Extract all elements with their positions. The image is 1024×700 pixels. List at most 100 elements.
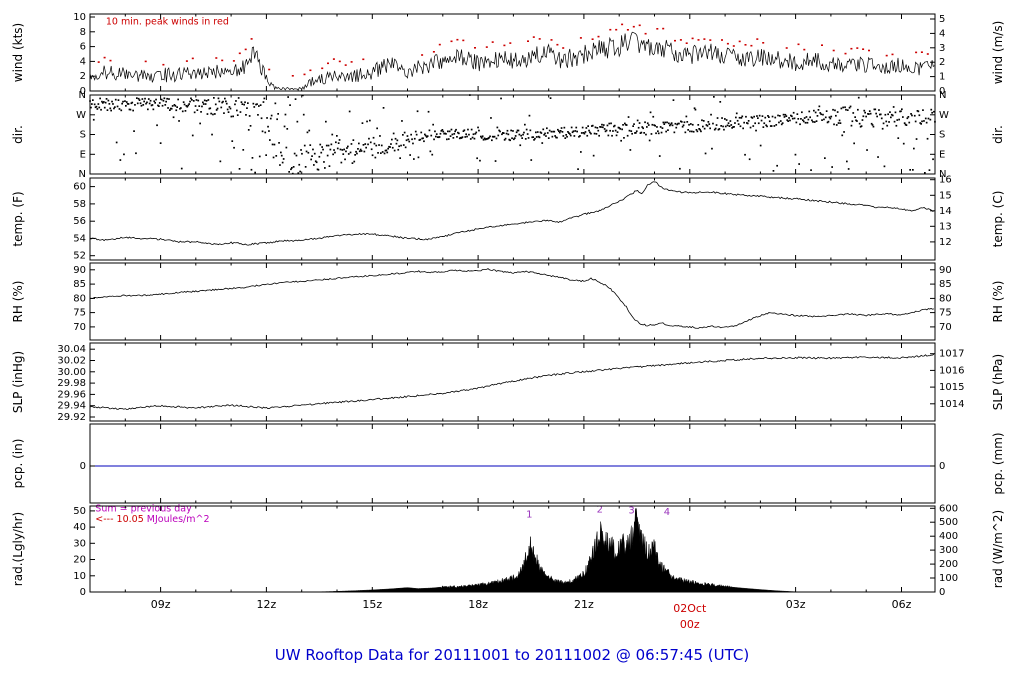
axis-label-right-rad: rad (W/m^2) <box>991 510 1005 588</box>
rad-ytick-right: 500 <box>939 517 958 528</box>
dir-ytick-right: S <box>939 130 945 141</box>
axis-label-right-wind: wind (m/s) <box>991 21 1005 85</box>
dir-ytick-right: N <box>939 90 946 101</box>
radiation-event-marker-2: 2 <box>597 505 603 516</box>
slp-ytick-left: 29.96 <box>57 389 86 400</box>
x-axis-labels: 09z 12z 15z 18z 21z 02Oct 00z 03z 06z <box>151 598 912 631</box>
axis-label-right-temp: temp. (C) <box>991 191 1005 248</box>
rh-ytick-left: 75 <box>73 308 86 319</box>
temp-ytick-left: 54 <box>73 233 86 244</box>
rad-ytick-left: 0 <box>80 587 86 598</box>
rh-ytick-right: 70 <box>939 322 952 333</box>
slp-ytick-left: 29.94 <box>57 401 86 412</box>
temp-ytick-right: 15 <box>939 190 952 201</box>
panel-rh-background <box>90 263 935 340</box>
slp-ytick-left: 29.98 <box>57 378 86 389</box>
slp-ytick-right: 1016 <box>939 365 964 376</box>
dir-data-series <box>89 94 936 175</box>
wind-ytick-left: 8 <box>80 27 86 38</box>
pcp-ytick-left: 0 <box>80 461 86 472</box>
slp-ytick-right: 1017 <box>939 349 964 360</box>
rad-ytick-right: 400 <box>939 531 958 542</box>
xtick-label: 18z <box>468 598 488 611</box>
rh-ytick-left: 70 <box>73 322 86 333</box>
panel-slp-background <box>90 343 935 421</box>
rad-annotation-1: <--- 10.05 MJoules/m^2 <box>95 514 209 525</box>
rh-ytick-left: 85 <box>73 279 86 290</box>
panel-wind-frame <box>89 13 936 92</box>
xtick-label-00z: 00z <box>680 618 700 631</box>
temp-data-series <box>89 181 934 246</box>
rh-line <box>89 268 934 329</box>
axis-label-left-rh: RH (%) <box>11 281 25 323</box>
wind-ytick-right: 2 <box>939 57 945 68</box>
panel-rh: 70 75 80 85 90 70 75 80 85 90 RH (%) RH (%) <box>11 262 1005 341</box>
axis-label-left-pcp: pcp. (in) <box>11 439 25 489</box>
rad-ytick-right: 600 <box>939 503 958 514</box>
dir-ytick-left: W <box>76 110 86 121</box>
rad-ytick-left: 10 <box>73 571 86 582</box>
rad-ytick-left: 30 <box>73 538 86 549</box>
axis-label-right-slp: SLP (hPa) <box>991 354 1005 410</box>
panel-pcp-background <box>90 424 935 503</box>
wind-annotation-0: 10 min. peak winds in red <box>106 16 229 27</box>
rh-ytick-left: 90 <box>73 265 86 276</box>
wind-ytick-left: 2 <box>80 71 86 82</box>
panel-pcp: 0 0 pcp. (in) pcp. (mm) <box>11 423 1005 504</box>
temp-ytick-right: 13 <box>939 221 952 232</box>
wind-ytick-right: 3 <box>939 43 945 54</box>
radiation-area <box>312 507 807 593</box>
axis-label-left-rad: rad.(Lgly/hr) <box>11 512 25 586</box>
pcp-ytick-right: 0 <box>939 461 945 472</box>
rh-ytick-right: 75 <box>939 308 952 319</box>
panel-pcp-frame <box>89 423 936 504</box>
axis-label-left-wind: wind (kts) <box>11 23 25 82</box>
rh-ytick-left: 80 <box>73 293 86 304</box>
xtick-label: 15z <box>362 598 382 611</box>
slp-line <box>89 353 935 410</box>
axis-label-right-rh: RH (%) <box>991 281 1005 323</box>
rh-ytick-right: 85 <box>939 279 952 290</box>
rh-ytick-right: 80 <box>939 293 952 304</box>
panel-rad-background <box>90 506 935 592</box>
xtick-label: 12z <box>257 598 277 611</box>
rad-data-series: 1 2 3 4 <box>312 505 807 593</box>
rad-ytick-right: 100 <box>939 573 958 584</box>
temp-ytick-right: 16 <box>939 175 952 186</box>
panel-temp-background <box>90 178 935 260</box>
slp-ytick-left: 30.02 <box>57 356 86 367</box>
xtick-label: 06z <box>892 598 912 611</box>
wind-ytick-right: 5 <box>939 14 945 25</box>
slp-data-series <box>89 353 935 410</box>
dir-ytick-right: E <box>939 149 945 160</box>
temp-line <box>89 181 934 246</box>
axis-label-left-temp: temp. (F) <box>11 191 25 246</box>
panel-rh-frame <box>89 262 936 341</box>
rad-ytick-left: 50 <box>73 506 86 517</box>
rad-ytick-right: 0 <box>939 587 945 598</box>
rh-ytick-right: 90 <box>939 265 952 276</box>
axis-label-left-slp: SLP (inHg) <box>11 351 25 413</box>
panel-dir-background <box>90 95 935 174</box>
dir-ytick-left: S <box>80 130 86 141</box>
panel-wind: 10 min. peak winds in red 0 2 4 6 8 10 0 1 2 3 4 5 wi… <box>11 12 1005 97</box>
dir-ytick-right: N <box>939 169 946 180</box>
wind-speed-line <box>89 31 935 91</box>
slp-ytick-left: 30.04 <box>57 344 86 355</box>
panel-rad: 1 2 3 4 Sum = previous day<--- 10.05 MJoules… <box>11 503 1005 598</box>
radiation-event-marker-3: 3 <box>628 505 634 516</box>
panel-wind-background <box>90 14 935 91</box>
temp-ytick-right: 12 <box>939 237 952 248</box>
xtick-date-label: 02Oct <box>673 602 707 615</box>
panel-rad-frame <box>89 505 936 593</box>
wind-ytick-left: 4 <box>80 56 86 67</box>
dir-ytick-left: E <box>80 149 86 160</box>
wind-ytick-right: 1 <box>939 72 945 83</box>
rh-data-series <box>89 268 934 329</box>
wind-ytick-right: 0 <box>939 86 945 97</box>
wind-ytick-left: 6 <box>80 42 86 53</box>
rad-ytick-right: 200 <box>939 559 958 570</box>
wind-data-series <box>89 23 935 91</box>
